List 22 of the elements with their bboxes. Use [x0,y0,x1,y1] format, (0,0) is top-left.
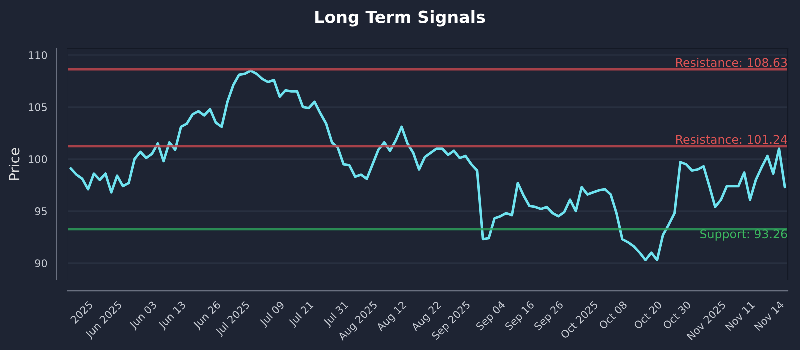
y-axis-title: Price [8,148,20,180]
line-series [70,70,786,262]
y-tick-label: 90 [35,260,48,268]
y-tick-label: 105 [29,103,47,112]
x-tick-label: Jul 31 [322,300,350,328]
x-tick-label: Oct 30 [662,300,692,330]
x-tick-label: Nov 14 [754,300,785,332]
x-tick-label: Jul 21 [288,300,316,328]
chart-title: Long Term Signals [316,10,486,27]
ref-line-label: Resistance: 108.63 [676,58,788,68]
x-tick-label: Oct 08 [598,300,628,330]
y-tick-label: 95 [35,208,47,216]
ref-line-label: Resistance: 101.24 [676,134,788,144]
y-tick-label: 110 [29,51,48,60]
x-tick-label: Jun 03 [128,300,159,331]
x-tick-label: Nov 11 [725,301,756,332]
x-tick-label: Aug 12 [376,301,408,334]
x-tick-label: Jun 13 [158,300,188,331]
x-tick-label: Oct 20 [633,300,663,330]
y-tick-label: 100 [29,156,48,164]
x-tick-label: Jul 09 [258,300,286,328]
ref-line-label: Support: 93.26 [700,230,788,241]
